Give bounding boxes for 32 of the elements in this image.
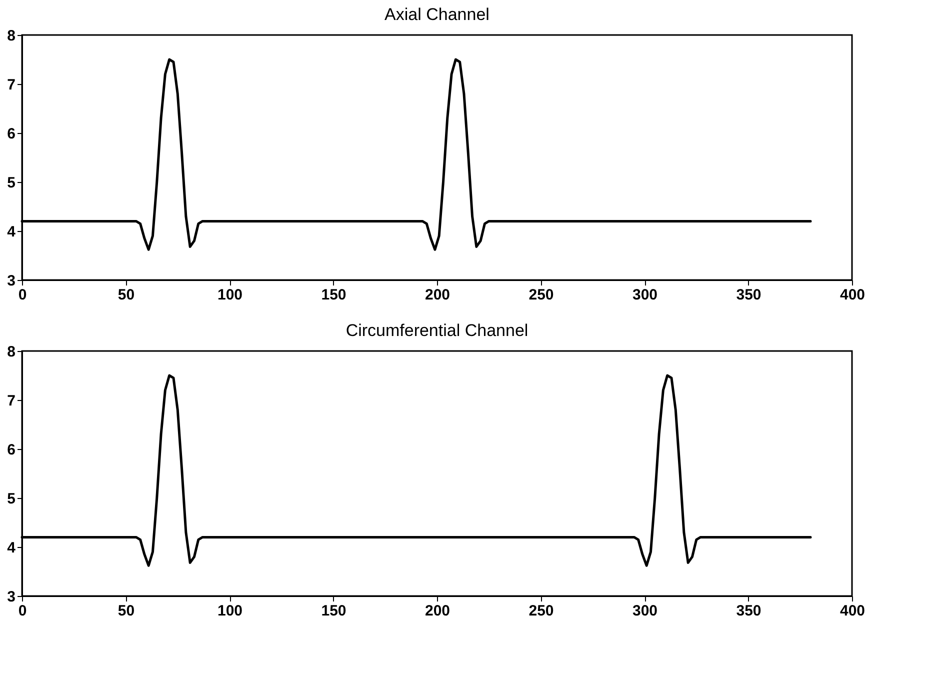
- y-tick-label: 6: [7, 126, 16, 142]
- chart-title: Axial Channel: [384, 5, 490, 24]
- x-tick-label: 0: [18, 602, 27, 620]
- x-tick-label: 300: [632, 602, 658, 620]
- x-tick-label: 150: [321, 286, 346, 304]
- x-tick-label: 350: [736, 286, 762, 304]
- x-tick-label: 250: [528, 286, 554, 304]
- x-tick-label: 400: [840, 602, 866, 620]
- y-tick-label: 6: [7, 442, 16, 458]
- x-tick-label: 300: [632, 286, 658, 304]
- x-tick-label: 350: [736, 602, 762, 620]
- y-tick-label: 3: [7, 588, 16, 606]
- chart-title: Circumferential Channel: [346, 321, 528, 340]
- y-tick-label: 8: [7, 28, 16, 44]
- x-tick-label: 0: [18, 286, 27, 304]
- x-tick-label: 100: [217, 602, 243, 620]
- x-tick-label: 250: [528, 602, 554, 620]
- y-tick-label: 4: [7, 540, 16, 556]
- y-tick-label: 5: [7, 174, 16, 192]
- x-tick-label: 100: [217, 286, 243, 304]
- y-tick-label: 3: [7, 272, 16, 290]
- x-tick-label: 50: [118, 286, 135, 304]
- y-tick-label: 7: [7, 392, 16, 410]
- y-tick-label: 5: [7, 490, 16, 508]
- y-tick-label: 7: [7, 76, 16, 94]
- x-tick-label: 200: [424, 602, 450, 620]
- x-tick-label: 150: [321, 602, 346, 620]
- x-tick-label: 200: [424, 286, 450, 304]
- y-tick-label: 8: [7, 344, 16, 360]
- y-tick-label: 4: [7, 224, 16, 240]
- x-tick-label: 400: [840, 286, 866, 304]
- x-tick-label: 50: [118, 602, 135, 620]
